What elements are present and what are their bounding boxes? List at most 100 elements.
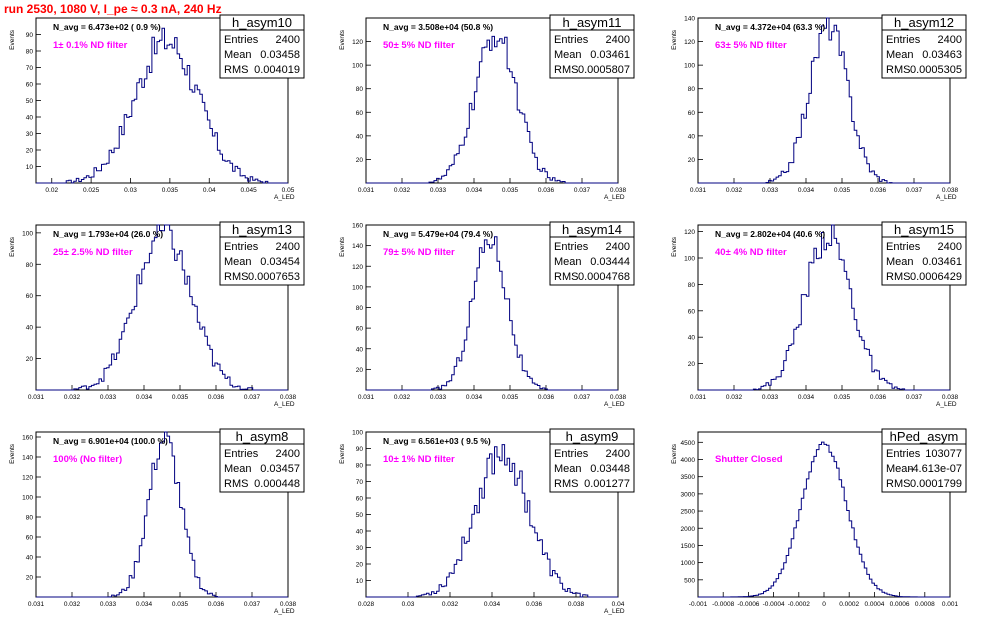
histogram-name: h_asym13 <box>232 222 292 237</box>
histogram-panel-h_asym11: 0.031 0.032 0.033 0.034 0.035 0.036 0.037 0.038… <box>339 14 635 201</box>
stat-value-rms: 0.000448 <box>254 478 300 490</box>
y-tick-label: 120 <box>22 475 33 482</box>
x-tick-label: 0.036 <box>538 394 555 401</box>
x-tick-label: 0.034 <box>484 601 501 608</box>
histogram-series <box>698 17 950 184</box>
y-tick-label: 20 <box>26 356 34 363</box>
y-tick-label: 100 <box>352 284 363 291</box>
x-tick-label: 0.0006 <box>890 601 910 608</box>
stat-value-mean: 0.03454 <box>260 256 300 268</box>
x-axis-title: A_LED <box>604 401 625 408</box>
stat-label-rms: RMS <box>886 64 910 76</box>
histogram-name: h_asym15 <box>894 222 954 237</box>
histogram-panel-h_asym12: 0.031 0.032 0.033 0.034 0.035 0.036 0.037 0.038… <box>671 14 967 201</box>
stat-label-mean: Mean <box>886 463 914 475</box>
histogram-panel-hPed_asym: -0.001 -0.0008 -0.0006 -0.0004 -0.0002 0 0.000… <box>671 428 967 608</box>
stat-label-entries: Entries <box>886 34 921 46</box>
x-tick-label: 0.035 <box>162 187 179 194</box>
x-tick-label: 0.036 <box>870 394 887 401</box>
x-tick-label: 0.033 <box>762 187 779 194</box>
stat-label-rms: RMS <box>886 478 910 490</box>
x-tick-label: 0.031 <box>358 394 375 401</box>
x-tick-label: 0.038 <box>610 394 627 401</box>
x-axis-title: A_LED <box>936 194 957 201</box>
filter-label: 25± 2.5% ND filter <box>53 247 133 258</box>
y-axis-title: Events <box>671 236 678 257</box>
y-tick-label: 2500 <box>681 509 696 516</box>
stat-label-rms: RMS <box>554 478 578 490</box>
stats-box: h_asym12 Entries 2400 Mean 0.03463 RMS 0.00053… <box>881 14 967 79</box>
y-axis-title: Events <box>339 29 346 50</box>
n-avg-label: N_avg = 3.508e+04 (50.8 %) <box>383 22 493 32</box>
stat-value-entries: 2400 <box>938 241 962 253</box>
histogram-panel-h_asym9: 0.028 0.03 0.032 0.034 0.036 0.038 0.04 10 20 30 4… <box>339 428 635 615</box>
histogram-series <box>698 441 950 598</box>
y-tick-label: 60 <box>356 496 364 503</box>
x-tick-label: 0.035 <box>172 394 189 401</box>
stat-value-mean: -4.613e-07 <box>909 463 962 475</box>
x-tick-label: 0.031 <box>358 187 375 194</box>
y-tick-label: 50 <box>356 512 364 519</box>
x-tick-label: 0.032 <box>442 601 459 608</box>
y-tick-label: 4000 <box>681 457 696 464</box>
stat-value-mean: 0.03457 <box>260 463 300 475</box>
stat-value-mean: 0.03458 <box>260 49 300 61</box>
y-tick-label: 80 <box>356 305 364 312</box>
n-avg-label: N_avg = 1.793e+04 (26.0 %) <box>53 229 163 239</box>
filter-label: 10± 1% ND filter <box>383 454 455 465</box>
histogram-series <box>36 431 288 598</box>
filter-label: 79± 5% ND filter <box>383 247 455 258</box>
x-tick-label: 0.037 <box>244 601 261 608</box>
stats-box: h_asym14 Entries 2400 Mean 0.03444 RMS 0.00047… <box>549 221 635 286</box>
x-tick-label: 0.032 <box>394 187 411 194</box>
x-tick-label: 0.032 <box>726 394 743 401</box>
x-axis-title: A_LED <box>274 608 295 615</box>
x-tick-label: 0.05 <box>282 187 295 194</box>
filter-label: 1± 0.1% ND filter <box>53 40 128 51</box>
y-tick-label: 40 <box>26 325 34 332</box>
n-avg-label: N_avg = 2.802e+04 (40.6 %) <box>715 229 825 239</box>
x-tick-label: 0.033 <box>100 394 117 401</box>
stats-box-frame <box>549 221 635 286</box>
stat-value-entries: 2400 <box>276 34 300 46</box>
y-tick-label: 80 <box>356 463 364 470</box>
y-tick-label: 80 <box>26 49 34 56</box>
y-tick-label: 30 <box>26 131 34 138</box>
x-tick-label: 0 <box>822 601 826 608</box>
y-tick-label: 60 <box>26 293 34 300</box>
stat-label-rms: RMS <box>554 271 578 283</box>
histogram-panel-h_asym8: 0.031 0.032 0.033 0.034 0.035 0.036 0.037 0.038… <box>9 428 305 615</box>
stat-value-entries: 2400 <box>606 34 630 46</box>
stats-box-frame <box>549 14 635 79</box>
stat-value-rms: 0.0007653 <box>248 271 300 283</box>
y-tick-label: 60 <box>688 110 696 117</box>
x-tick-label: 0.0002 <box>839 601 859 608</box>
stat-label-mean: Mean <box>554 463 582 475</box>
x-tick-label: 0.03 <box>124 187 137 194</box>
y-tick-label: 90 <box>26 32 34 39</box>
histogram-name: h_asym14 <box>562 222 622 237</box>
y-tick-label: 20 <box>688 157 696 164</box>
y-tick-label: 60 <box>26 82 34 89</box>
x-tick-label: 0.035 <box>834 394 851 401</box>
y-tick-label: 50 <box>26 98 34 105</box>
y-tick-label: 80 <box>26 262 34 269</box>
stat-value-rms: 0.0004768 <box>578 271 630 283</box>
histogram-panels: 0.02 0.025 0.03 0.035 0.04 0.045 0.05 10 20 30 40 5… <box>9 14 967 615</box>
y-tick-label: 100 <box>684 256 695 263</box>
stat-label-entries: Entries <box>886 241 921 253</box>
x-tick-label: 0.031 <box>690 394 707 401</box>
stat-label-rms: RMS <box>224 478 248 490</box>
y-tick-label: 20 <box>688 361 696 368</box>
stats-box-frame <box>881 428 967 493</box>
x-tick-label: -0.0004 <box>763 601 785 608</box>
y-tick-label: 4500 <box>681 440 696 447</box>
y-tick-label: 100 <box>352 430 363 437</box>
stat-label-entries: Entries <box>554 448 589 460</box>
y-tick-label: 60 <box>356 326 364 333</box>
n-avg-label: N_avg = 6.473e+02 ( 0.9 %) <box>53 22 161 32</box>
stat-value-rms: 0.0005305 <box>910 64 962 76</box>
x-tick-label: 0.038 <box>280 601 297 608</box>
histogram-panel-h_asym15: 0.031 0.032 0.033 0.034 0.035 0.036 0.037 0.038… <box>671 221 967 408</box>
stats-box: h_asym9 Entries 2400 Mean 0.03448 RMS 0.001277 <box>549 428 635 493</box>
